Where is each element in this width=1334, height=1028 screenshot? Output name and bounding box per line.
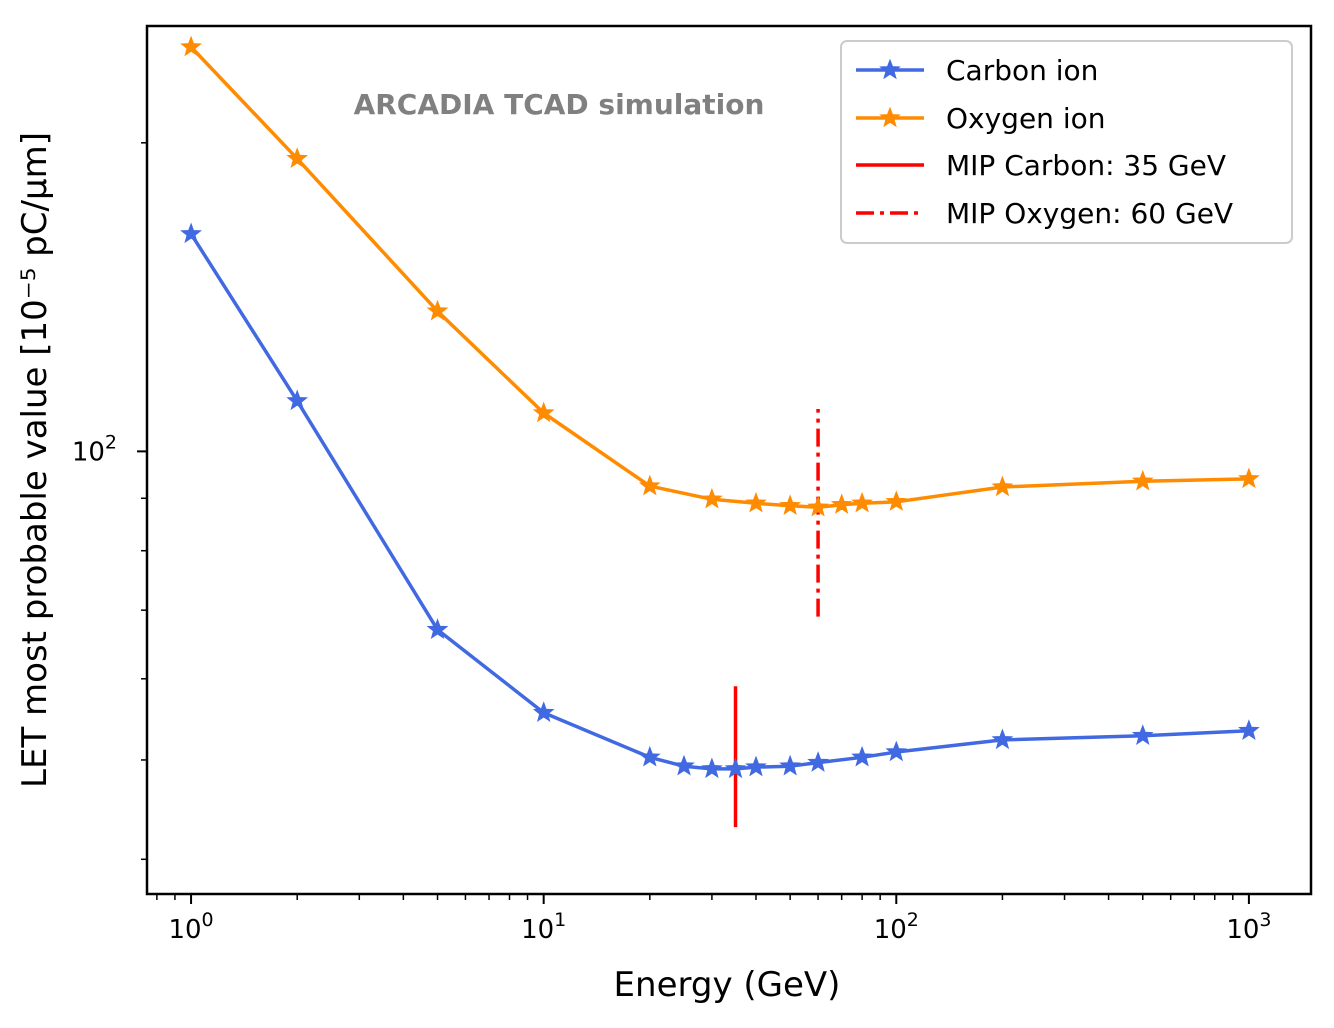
data-point-carbon — [807, 751, 829, 772]
data-point-oxygen — [286, 147, 309, 168]
data-point-carbon — [532, 701, 555, 722]
data-point-carbon — [885, 740, 908, 762]
data-point-carbon — [1238, 719, 1260, 740]
series-line-carbon — [189, 232, 1249, 771]
data-point-carbon — [180, 222, 202, 244]
data-point-carbon — [701, 757, 723, 779]
legend-carbon-label: Carbon ion — [946, 54, 1098, 87]
data-point-oxygen — [638, 474, 661, 496]
data-point-oxygen — [532, 401, 555, 423]
data-point-carbon — [991, 728, 1014, 750]
data-point-oxygen — [1131, 469, 1154, 491]
x-axis-label: Energy (GeV) — [614, 965, 841, 1005]
data-point-oxygen — [807, 495, 829, 517]
x-tick-label: 103 — [1226, 909, 1271, 945]
data-point-oxygen — [426, 299, 449, 321]
vertical-lines-layer — [733, 408, 820, 828]
data-point-carbon — [1131, 724, 1154, 745]
y-axis-label: LET most probable value [10⁻⁵ pC/μm] — [15, 132, 55, 788]
plot-frame — [145, 24, 1313, 896]
legend-carbon-marker — [879, 58, 901, 80]
legend-oxygen-marker — [879, 106, 901, 128]
y-tick-label: 102 — [72, 431, 117, 467]
data-point-oxygen — [701, 487, 723, 509]
data-point-oxygen — [885, 490, 908, 511]
legend-mip-carbon-label: MIP Carbon: 35 GeV — [946, 149, 1226, 182]
data-point-carbon — [638, 745, 661, 767]
legend-oxygen-label: Oxygen ion — [946, 102, 1105, 135]
data-point-oxygen — [991, 475, 1014, 497]
data-point-oxygen — [1238, 467, 1260, 489]
data-point-carbon — [426, 618, 449, 639]
data-point-carbon — [851, 745, 873, 767]
chart-annotation: ARCADIA TCAD simulation — [354, 88, 765, 121]
series-layer — [180, 35, 1260, 779]
legend-box — [840, 40, 1293, 244]
data-point-carbon — [745, 755, 767, 777]
data-point-oxygen — [851, 491, 873, 513]
data-point-carbon — [724, 757, 747, 779]
legend-mip-oxygen-label: MIP Oxygen: 60 GeV — [946, 197, 1233, 230]
x-tick-label: 101 — [521, 909, 566, 945]
x-tick-label: 102 — [874, 909, 919, 945]
data-point-oxygen — [745, 491, 767, 513]
legend: Carbon ion Oxygen ion MIP Carbon: 35 GeV… — [840, 40, 1293, 244]
data-point-oxygen — [779, 494, 802, 516]
data-point-oxygen — [830, 493, 853, 514]
data-point-carbon — [673, 754, 695, 776]
x-tick-label: 100 — [168, 909, 213, 945]
ticks-layer: 100 101 102 103 102 — [72, 142, 1272, 945]
data-point-carbon — [779, 754, 802, 776]
data-point-oxygen — [180, 35, 202, 57]
data-point-carbon — [286, 389, 309, 411]
